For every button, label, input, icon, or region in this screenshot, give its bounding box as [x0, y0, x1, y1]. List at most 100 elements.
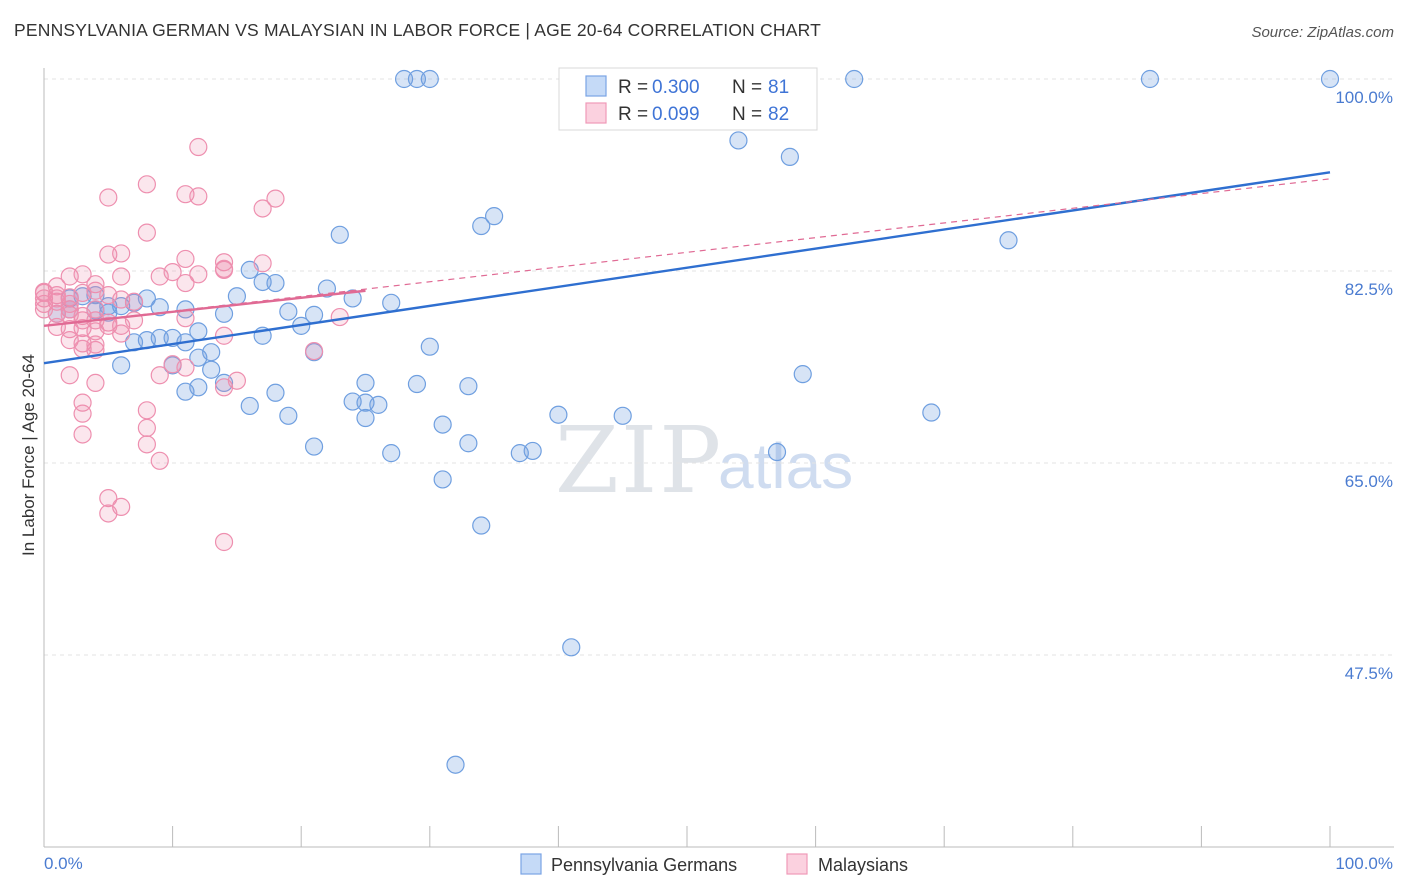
- data-point-pennsylvania-germans: [279, 302, 298, 321]
- data-point-malaysians: [150, 366, 169, 385]
- trend-line-malaysians: [43, 289, 366, 328]
- data-point-malaysians: [304, 341, 324, 361]
- data-point-malaysians: [150, 267, 169, 286]
- data-point-pennsylvania-germans: [780, 147, 799, 166]
- gridlines: [44, 78, 1394, 656]
- data-point-malaysians: [86, 275, 105, 294]
- data-point-pennsylvania-germans: [343, 392, 362, 411]
- data-point-pennsylvania-germans: [150, 298, 169, 317]
- data-point-malaysians: [189, 137, 208, 157]
- data-point-malaysians: [189, 265, 208, 284]
- data-point-pennsylvania-germans: [253, 272, 272, 292]
- data-point-malaysians: [330, 307, 349, 327]
- data-point-pennsylvania-germans: [382, 293, 401, 312]
- data-point-malaysians: [214, 259, 234, 278]
- legend-swatch-blue: [585, 75, 607, 97]
- legend-r-value-1: 0.300: [652, 77, 700, 98]
- data-point-malaysians: [47, 317, 66, 337]
- data-point-pennsylvania-germans: [394, 69, 414, 89]
- data-point-malaysians: [176, 358, 195, 377]
- legend: R = 0.300 N = 81 R = 0.099 N = 82: [558, 67, 818, 131]
- trend-line-pennsylvania-germans: [43, 171, 1331, 365]
- data-point-malaysians: [150, 451, 169, 470]
- data-point-pennsylvania-germans: [240, 396, 259, 416]
- data-point-pennsylvania-germans: [202, 360, 221, 379]
- legend-r-label-2: R =: [618, 104, 648, 125]
- series-pennsylvania-germans: [47, 69, 1340, 774]
- legend-n-label-1: N =: [732, 77, 762, 98]
- data-point-pennsylvania-germans: [729, 131, 748, 150]
- data-point-malaysians: [73, 265, 92, 284]
- data-point-malaysians: [189, 187, 208, 206]
- data-point-malaysians: [266, 189, 285, 208]
- data-point-malaysians: [137, 435, 156, 454]
- data-point-pennsylvania-germans: [472, 516, 491, 535]
- data-point-pennsylvania-germans: [793, 365, 812, 384]
- data-point-pennsylvania-germans: [922, 403, 941, 422]
- data-point-pennsylvania-germans: [420, 69, 439, 89]
- data-point-pennsylvania-germans: [1320, 69, 1340, 89]
- data-point-pennsylvania-germans: [356, 408, 375, 428]
- data-point-malaysians: [99, 245, 118, 264]
- legend-swatch-pink: [585, 102, 607, 124]
- data-point-malaysians: [176, 249, 195, 269]
- bottom-legend: Pennsylvania Germans Malaysians: [520, 853, 908, 875]
- y-tick-label: 82.5%: [1345, 280, 1393, 299]
- data-point-malaysians: [176, 273, 195, 293]
- data-point-malaysians: [137, 401, 156, 420]
- data-point-malaysians: [99, 188, 118, 207]
- x-tick-label: 100.0%: [1335, 854, 1393, 873]
- watermark-atlas: atlas: [718, 430, 853, 502]
- trend-lines: [43, 171, 1331, 365]
- data-point-pennsylvania-germans: [369, 395, 388, 414]
- data-point-malaysians: [60, 294, 79, 314]
- legend-n-value-1: 81: [768, 77, 789, 98]
- data-point-malaysians: [227, 371, 246, 390]
- data-point-pennsylvania-germans: [433, 470, 452, 489]
- data-point-malaysians: [137, 418, 156, 437]
- data-point-malaysians: [34, 282, 54, 301]
- data-point-pennsylvania-germans: [472, 216, 491, 236]
- source-label: Source: ZipAtlas.com: [1251, 24, 1394, 41]
- data-point-malaysians: [86, 373, 105, 393]
- bottom-legend-label-2: Malaysians: [818, 855, 908, 875]
- data-point-malaysians: [112, 244, 131, 263]
- legend-n-value-2: 82: [768, 104, 789, 125]
- data-point-pennsylvania-germans: [446, 755, 465, 774]
- data-point-malaysians: [112, 324, 131, 343]
- data-point-pennsylvania-germans: [407, 374, 427, 394]
- data-point-pennsylvania-germans: [227, 287, 246, 306]
- data-point-malaysians: [214, 253, 234, 272]
- axes: [43, 68, 1394, 848]
- data-point-malaysians: [253, 254, 272, 273]
- data-point-pennsylvania-germans: [356, 373, 375, 393]
- data-point-pennsylvania-germans: [999, 231, 1018, 250]
- y-tick-label: 65.0%: [1345, 472, 1393, 491]
- trend-line-malaysians-dashed: [43, 178, 1331, 327]
- data-point-pennsylvania-germans: [189, 378, 208, 397]
- data-point-pennsylvania-germans: [266, 383, 285, 402]
- data-point-pennsylvania-germans: [433, 415, 452, 434]
- data-point-pennsylvania-germans: [189, 348, 208, 367]
- bottom-legend-swatch-blue: [520, 853, 542, 875]
- data-point-pennsylvania-germans: [459, 377, 478, 396]
- tick-labels: 47.5% 65.0% 82.5% 100.0% 0.0% 100.0%: [44, 88, 1393, 873]
- data-point-pennsylvania-germans: [485, 207, 504, 226]
- data-point-pennsylvania-germans: [845, 69, 864, 89]
- data-point-malaysians: [112, 267, 131, 286]
- data-point-malaysians: [124, 292, 144, 311]
- data-point-pennsylvania-germans: [562, 638, 581, 657]
- watermark-zip: ZIP: [555, 407, 723, 514]
- data-point-malaysians: [137, 223, 156, 242]
- data-point-pennsylvania-germans: [330, 225, 349, 244]
- data-point-pennsylvania-germans: [767, 442, 787, 462]
- data-point-pennsylvania-germans: [510, 444, 529, 463]
- data-point-pennsylvania-germans: [343, 289, 362, 308]
- data-point-pennsylvania-germans: [1140, 69, 1160, 89]
- data-point-malaysians: [99, 504, 118, 523]
- bottom-legend-label-1: Pennsylvania Germans: [551, 855, 737, 875]
- data-point-malaysians: [253, 199, 272, 218]
- data-point-pennsylvania-germans: [613, 406, 632, 425]
- x-tick-label: 0.0%: [44, 854, 83, 873]
